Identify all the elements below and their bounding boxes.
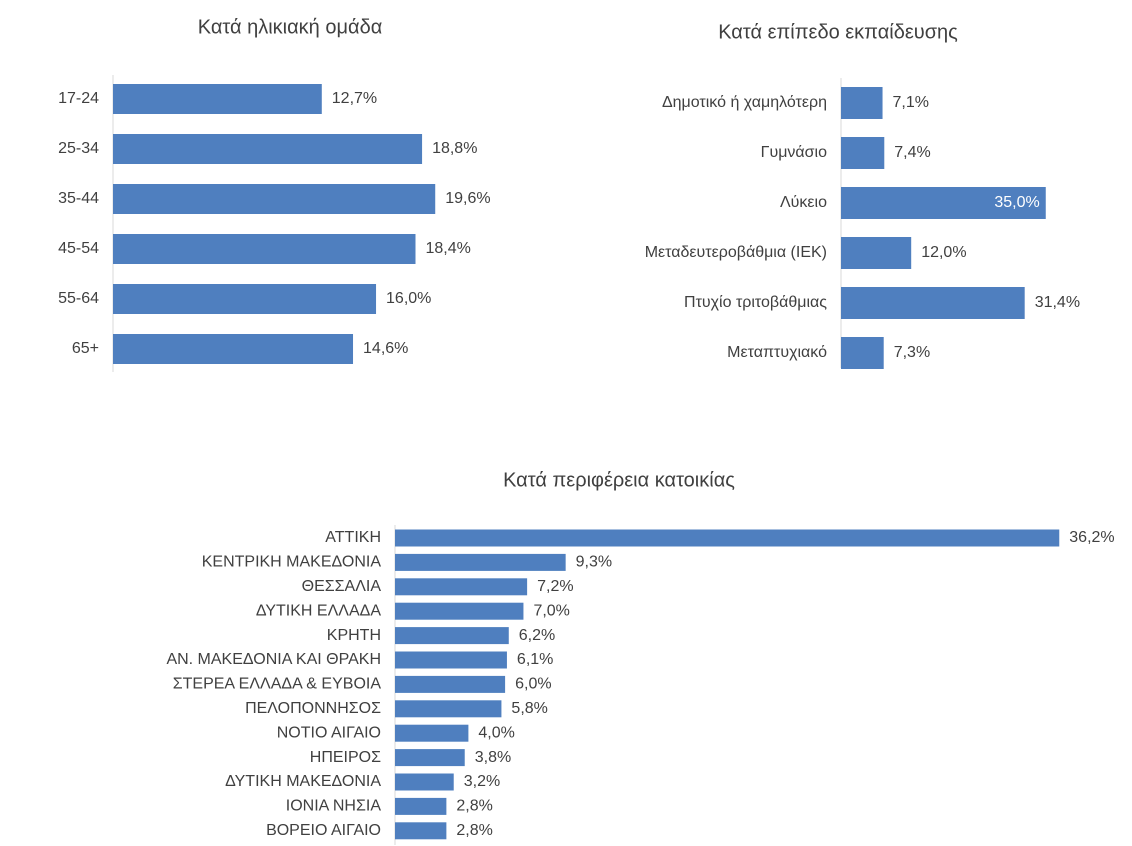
value-label: 9,3%	[576, 554, 612, 571]
value-label: 12,7%	[332, 90, 377, 107]
value-label: 12,0%	[921, 244, 966, 261]
value-label: 14,6%	[363, 340, 408, 357]
value-label: 18,4%	[425, 240, 470, 257]
category-label: ΑΤΤΙΚΗ	[325, 529, 381, 546]
bar	[395, 749, 465, 767]
value-label: 7,0%	[533, 602, 569, 619]
value-label: 5,8%	[511, 700, 547, 717]
category-label: ΚΡΗΤΗ	[327, 627, 381, 644]
value-label: 4,0%	[478, 724, 514, 741]
value-label: 3,8%	[475, 749, 511, 766]
bar	[395, 675, 506, 693]
category-label: ΠΕΛΟΠΟΝΝΗΣΟΣ	[245, 700, 381, 717]
value-label: 7,2%	[537, 578, 573, 595]
chart-title: Κατά επίπεδο εκπαίδευσης	[718, 21, 958, 43]
category-label: 17-24	[58, 90, 99, 107]
value-label: 7,3%	[894, 344, 930, 361]
category-label: ΘΕΣΣΑΛΙΑ	[302, 578, 382, 595]
value-label: 36,2%	[1069, 529, 1114, 546]
value-label: 18,8%	[432, 140, 477, 157]
bar	[395, 553, 566, 571]
category-label: ΝΟΤΙΟ ΑΙΓΑΙΟ	[277, 724, 381, 741]
category-label: ΔΥΤΙΚΗ ΕΛΛΑΔΑ	[256, 602, 381, 619]
chart-title: Κατά περιφέρεια κατοικίας	[503, 469, 735, 491]
bar	[395, 651, 507, 669]
category-label: ΒΟΡΕΙΟ ΑΙΓΑΙΟ	[266, 822, 381, 839]
value-label: 16,0%	[386, 290, 431, 307]
category-label: Δημοτικό ή χαμηλότερη	[662, 94, 827, 111]
value-label: 7,4%	[894, 144, 930, 161]
value-label: 6,0%	[515, 676, 551, 693]
bar	[395, 797, 447, 815]
bar	[395, 724, 469, 742]
category-label: 55-64	[58, 290, 99, 307]
category-label: ΚΕΝΤΡΙΚΗ ΜΑΚΕΔΟΝΙΑ	[202, 554, 382, 571]
category-label: 25-34	[58, 140, 99, 157]
bar	[113, 334, 354, 364]
bar	[113, 284, 377, 314]
category-label: 35-44	[58, 190, 99, 207]
bar	[841, 137, 885, 169]
value-label: 3,2%	[464, 773, 500, 790]
value-label: 6,2%	[519, 627, 555, 644]
category-label: ΑΝ. ΜΑΚΕΔΟΝΙΑ ΚΑΙ ΘΡΑΚΗ	[166, 651, 381, 668]
bar	[841, 87, 883, 119]
category-label: Λύκειο	[780, 194, 827, 211]
category-label: Πτυχίο τριτοβάθμιας	[684, 294, 827, 311]
category-label: Γυμνάσιο	[761, 144, 827, 161]
bar	[841, 187, 1046, 219]
bar	[395, 627, 509, 645]
bar	[395, 773, 454, 791]
value-label: 7,1%	[893, 94, 929, 111]
category-label: 65+	[72, 340, 99, 357]
bar	[113, 84, 322, 114]
bar	[113, 184, 436, 214]
category-label: ΔΥΤΙΚΗ ΜΑΚΕΔΟΝΙΑ	[225, 773, 381, 790]
bar	[395, 529, 1060, 547]
category-label: Μεταδευτεροβάθμια (ΙΕΚ)	[645, 244, 827, 261]
bar	[395, 602, 524, 620]
bar	[395, 822, 447, 840]
value-label: 31,4%	[1035, 294, 1080, 311]
value-label: 19,6%	[445, 190, 490, 207]
bar	[113, 234, 416, 264]
category-label: 45-54	[58, 240, 99, 257]
bar	[841, 337, 884, 369]
value-label: 2,8%	[456, 822, 492, 839]
value-label: 2,8%	[456, 798, 492, 815]
bar	[841, 287, 1025, 319]
value-label: 6,1%	[517, 651, 553, 668]
value-label: 35,0%	[994, 194, 1039, 211]
category-label: Μεταπτυχιακό	[727, 344, 827, 361]
bar	[841, 237, 912, 269]
bar	[113, 134, 423, 164]
bar	[395, 578, 528, 596]
category-label: ΣΤΕΡΕΑ ΕΛΛΑΔΑ & ΕΥΒΟΙΑ	[173, 676, 382, 693]
category-label: ΙΟΝΙΑ ΝΗΣΙΑ	[286, 798, 382, 815]
bar	[395, 700, 502, 718]
category-label: ΗΠΕΙΡΟΣ	[310, 749, 381, 766]
chart-title: Κατά ηλικιακή ομάδα	[198, 16, 383, 38]
